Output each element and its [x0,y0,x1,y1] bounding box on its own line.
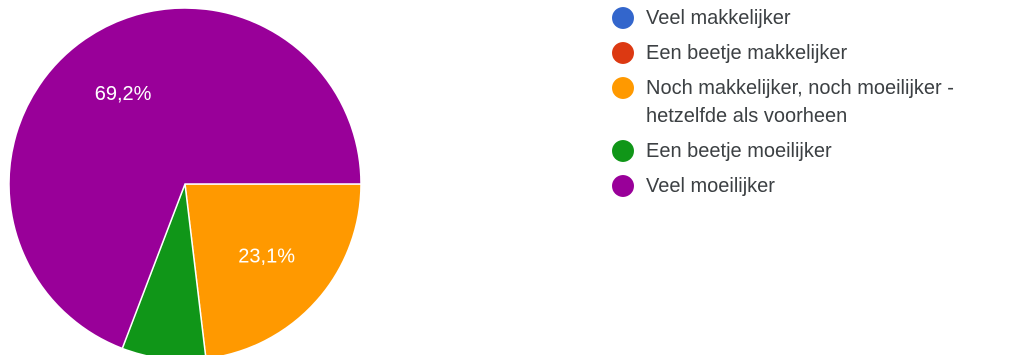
legend-label-een-beetje-moeilijker: Een beetje moeilijker [646,140,832,162]
legend-item-noch-makkelijker-noch-moeilijker[interactable]: Noch makkelijker, noch moeilijker - hetz… [612,74,1012,130]
pie-slice-label-veel-moeilijker: 69,2% [95,83,152,105]
pie-slices [8,7,362,355]
legend-swatch-veel-moeilijker [612,175,634,197]
legend-swatch-een-beetje-makkelijker [612,42,634,64]
legend: Veel makkelijker Een beetje makkelijker … [612,4,1012,207]
pie-slice-noch-makkelijker-noch-moeilijker-hetzelfde-als-voorheen[interactable] [184,183,362,355]
pie-slice-label-noch-makkelijker-noch-moeilijker-hetzelfde-als-voorheen: 23,1% [238,245,295,267]
legend-swatch-een-beetje-moeilijker [612,140,634,162]
legend-label-veel-moeilijker: Veel moeilijker [646,175,775,197]
legend-item-een-beetje-makkelijker[interactable]: Een beetje makkelijker [612,39,1012,67]
legend-item-een-beetje-moeilijker[interactable]: Een beetje moeilijker [612,137,1012,165]
pie-labels: 23,1% 69,2% [95,83,295,267]
legend-label-noch-makkelijker-noch-moeilijker: Noch makkelijker, noch moeilijker - hetz… [646,77,954,127]
legend-swatch-veel-makkelijker [612,7,634,29]
legend-label-een-beetje-makkelijker: Een beetje makkelijker [646,42,848,64]
legend-item-veel-makkelijker[interactable]: Veel makkelijker [612,4,1012,32]
legend-label-veel-makkelijker: Veel makkelijker [646,7,791,29]
legend-item-veel-moeilijker[interactable]: Veel moeilijker [612,172,1012,200]
pie-slice-veel-moeilijker[interactable] [8,7,362,350]
legend-swatch-noch-makkelijker-noch-moeilijker [612,77,634,99]
